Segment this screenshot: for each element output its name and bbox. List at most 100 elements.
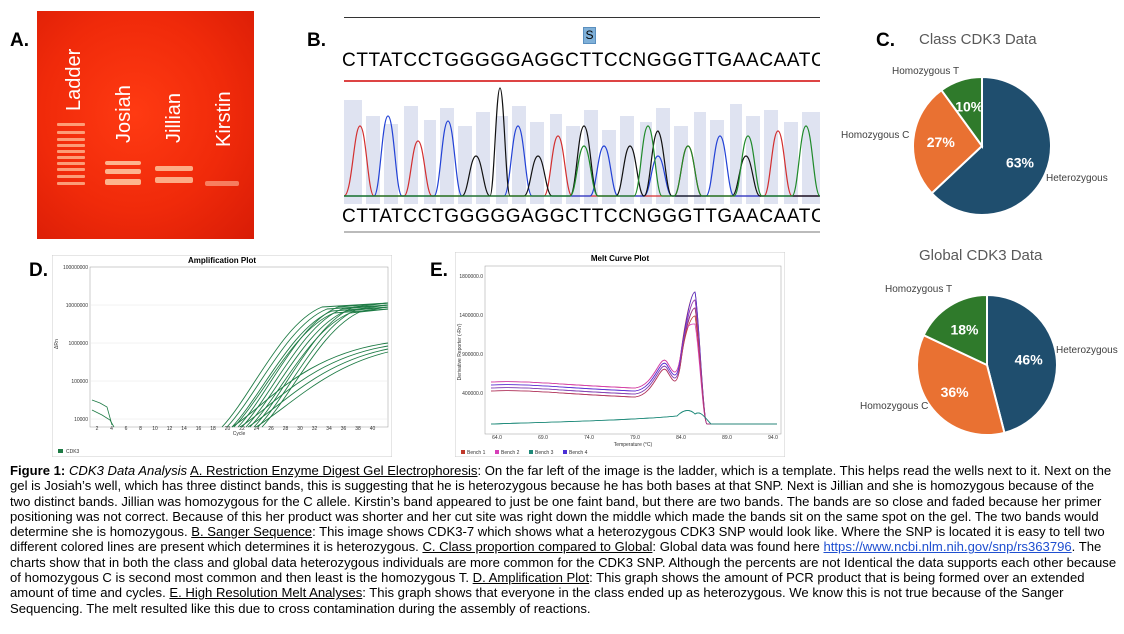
amp-curve	[239, 345, 389, 428]
amp-curve	[255, 351, 389, 428]
pie-class-label-homozygous-t: Homozygous T	[892, 66, 960, 77]
amp-xtick: 30	[297, 426, 303, 432]
panel-label-d: D.	[29, 260, 48, 281]
snp-marker: S	[583, 27, 596, 44]
caption-a-text: : On the far left of the image is the la…	[10, 463, 1112, 540]
amp-xtick: 28	[283, 426, 289, 432]
melt-curve	[490, 299, 777, 425]
gel-lane-josiah-label: Josiah	[113, 85, 135, 143]
sanger-bottom-rule	[344, 231, 820, 233]
melt-legend-swatch	[461, 450, 465, 454]
melt-legend-label: Bench 3	[535, 450, 554, 456]
amp-ylabel: ΔRn	[54, 339, 60, 349]
pie-class-slice-homozygous-t	[940, 75, 983, 150]
pie-global-slice-heterozygous	[986, 293, 1058, 435]
amp-xlabel: Cycle	[233, 431, 246, 437]
melt-xtick: 64.0	[492, 435, 502, 441]
caption-title: CDK3 Data Analysis	[68, 463, 188, 478]
melt-xtick: 84.0	[676, 435, 686, 441]
gel-lane-jillian-label: Jillian	[163, 92, 185, 143]
pie-class-value-homozygous-t: 10%	[955, 99, 984, 115]
sanger-chromatogram	[344, 87, 820, 204]
amp-xtick: 18	[210, 426, 216, 432]
amp-curve	[245, 306, 389, 428]
amp-ytick: 100000	[71, 379, 88, 385]
gel-image: Ladder Josiah Jillian Kirstin	[37, 11, 254, 239]
pie-global-chart: 46% 36% 18%	[916, 293, 1058, 436]
melt-legend-label: Bench 4	[569, 450, 588, 456]
amp-ytick: 1000000	[69, 341, 89, 347]
melt-curve	[490, 323, 777, 425]
caption-d-label: D. Amplification Plot	[472, 570, 590, 586]
amp-xtick: 2	[96, 426, 99, 432]
sanger-red-rule	[344, 80, 820, 82]
amp-xtick: 40	[370, 426, 376, 432]
pie-global-value-heterozygous: 46%	[1015, 352, 1044, 368]
amp-xtick: 36	[341, 426, 347, 432]
melt-legend-label: Bench 2	[501, 450, 520, 456]
caption-b-text: : This image shows CDK3-7 which shows wh…	[10, 524, 1105, 555]
melt-legend-label: Bench 1	[467, 450, 486, 456]
melt-xlabel: Temperature (°C)	[614, 442, 653, 448]
pie-global-slice-homozygous-c	[916, 333, 1006, 436]
pie-class-label-homozygous-c: Homozygous C	[841, 130, 910, 141]
caption-c-text-1: : Global data was found here	[652, 539, 824, 555]
gel-bands	[57, 123, 239, 186]
melt-curve	[490, 291, 777, 425]
pie-class-value-homozygous-c: 27%	[927, 134, 956, 150]
melt-xtick: 89.0	[722, 435, 732, 441]
amp-xtick: 24	[254, 426, 260, 432]
pie-global-label-homozygous-t: Homozygous T	[885, 284, 953, 295]
pie-global-value-homozygous-t: 18%	[950, 322, 979, 338]
amp-xtick: 22	[239, 426, 245, 432]
amp-xtick: 26	[268, 426, 274, 432]
amp-ytick: 10000	[74, 417, 88, 423]
caption-e-label: E. High Resolution Melt Analyses	[169, 585, 363, 601]
gel-lane-kirstin-label: Kirstin	[213, 91, 235, 147]
melt-xtick: 74.0	[584, 435, 594, 441]
melt-xtick: 94.0	[768, 435, 778, 441]
caption-ncbi-link[interactable]: https://www.ncbi.nlm.nih.gov/snp/rs36379…	[823, 539, 1072, 555]
melt-legend-swatch	[563, 450, 567, 454]
amp-xtick: 38	[355, 426, 361, 432]
sanger-sequence-top: CTTATCCTGGGGGAGGCTTCCNGGGTTGAACAATCAGTAT…	[342, 50, 820, 71]
amp-curve	[233, 308, 389, 428]
melt-ylabel: Derivative Reporter (-Rn')	[457, 323, 463, 380]
melt-legend-swatch	[495, 450, 499, 454]
pie-class-slice-heterozygous	[930, 75, 1052, 216]
caption-fig-label: Figure 1:	[10, 463, 66, 478]
pie-class-chart: 63% 27% 10%	[912, 75, 1052, 216]
pie-class-label-heterozygous: Heterozygous	[1046, 173, 1108, 184]
pie-class-slice-homozygous-c	[912, 88, 984, 195]
amp-xtick: 4	[110, 426, 113, 432]
amplification-plot: Amplification Plot 100000000 10000000 1000…	[52, 255, 392, 457]
amp-curve	[253, 302, 389, 428]
pie-global-label-heterozygous: Heterozygous	[1056, 345, 1118, 356]
panel-label-a: A.	[10, 30, 29, 51]
amp-ytick: 100000000	[63, 265, 88, 271]
amp-curve	[261, 306, 389, 428]
caption-c-label: C. Class proportion compared to Global	[422, 539, 653, 555]
melt-curve-plot: Melt Curve Plot 1800000.0 1400000.0 900000…	[455, 252, 785, 457]
sanger-sequence-bottom: CTTATCCTGGGGGAGGCTTCCNGGGTTGAACAATCAGTAT…	[342, 206, 820, 227]
melt-ytick: 1800000.0	[459, 274, 483, 280]
panel-label-e: E.	[430, 260, 448, 281]
amp-curve	[249, 308, 389, 428]
melt-ytick: 900000.0	[462, 352, 483, 358]
melt-curve	[490, 410, 777, 425]
amp-curve	[237, 302, 389, 428]
melt-ytick: 400000.0	[462, 391, 483, 397]
caption-b-label: B. Sanger Sequence	[191, 524, 313, 540]
amp-legend-swatch	[58, 449, 63, 453]
panel-label-b: B.	[307, 30, 326, 51]
amp-curve	[221, 302, 389, 428]
pie-class-value-heterozygous: 63%	[1006, 154, 1035, 170]
panel-label-c: C.	[876, 30, 895, 51]
amp-xtick: 14	[181, 426, 187, 432]
sanger-sequence-top-wrap: CTTATCCTGGGGGAGGCTTCCNGGGTTGAACAATCAGTAT…	[342, 50, 820, 74]
pie-global-title: Global CDK3 Data	[919, 247, 1043, 264]
gel-lane-ladder-label: Ladder	[63, 48, 85, 111]
amp-xtick: 32	[312, 426, 318, 432]
amp-xtick: 6	[125, 426, 128, 432]
figure-caption: Figure 1: CDK3 Data Analysis A. Restrict…	[10, 463, 1118, 616]
